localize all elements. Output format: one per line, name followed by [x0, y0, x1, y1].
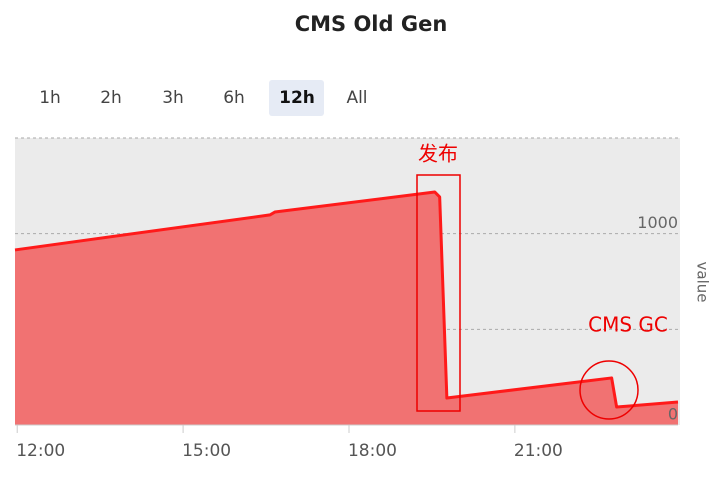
range-buttons: 1h 2h 3h 6h 12h All	[39, 80, 368, 116]
annotation: CMS GC	[588, 313, 668, 337]
line	[14, 190, 679, 409]
x-tick-label: 15:00	[182, 441, 231, 461]
range-button[interactable]: 3h	[162, 88, 184, 108]
range-button[interactable]: 6h	[223, 88, 245, 108]
y-tick-label: 0	[668, 405, 678, 424]
x-tick-label: 21:00	[514, 441, 563, 461]
area	[15, 191, 678, 425]
y-axis-label: value	[694, 262, 712, 303]
y-tick-label: 1000	[637, 213, 678, 232]
gc-circle	[579, 360, 639, 420]
range-button[interactable]: 1h	[39, 88, 61, 108]
range-button[interactable]: 2h	[100, 88, 122, 108]
annotation: 发布	[418, 142, 458, 166]
range-button[interactable]: 12h	[279, 88, 315, 108]
selected-button-bg	[269, 80, 324, 116]
x-tick-label: 18:00	[348, 441, 397, 461]
chart-title: CMS Old Gen	[295, 12, 448, 36]
release-box	[416, 174, 461, 412]
range-button[interactable]: All	[346, 88, 367, 108]
x-tick-label: 12:00	[16, 441, 65, 461]
